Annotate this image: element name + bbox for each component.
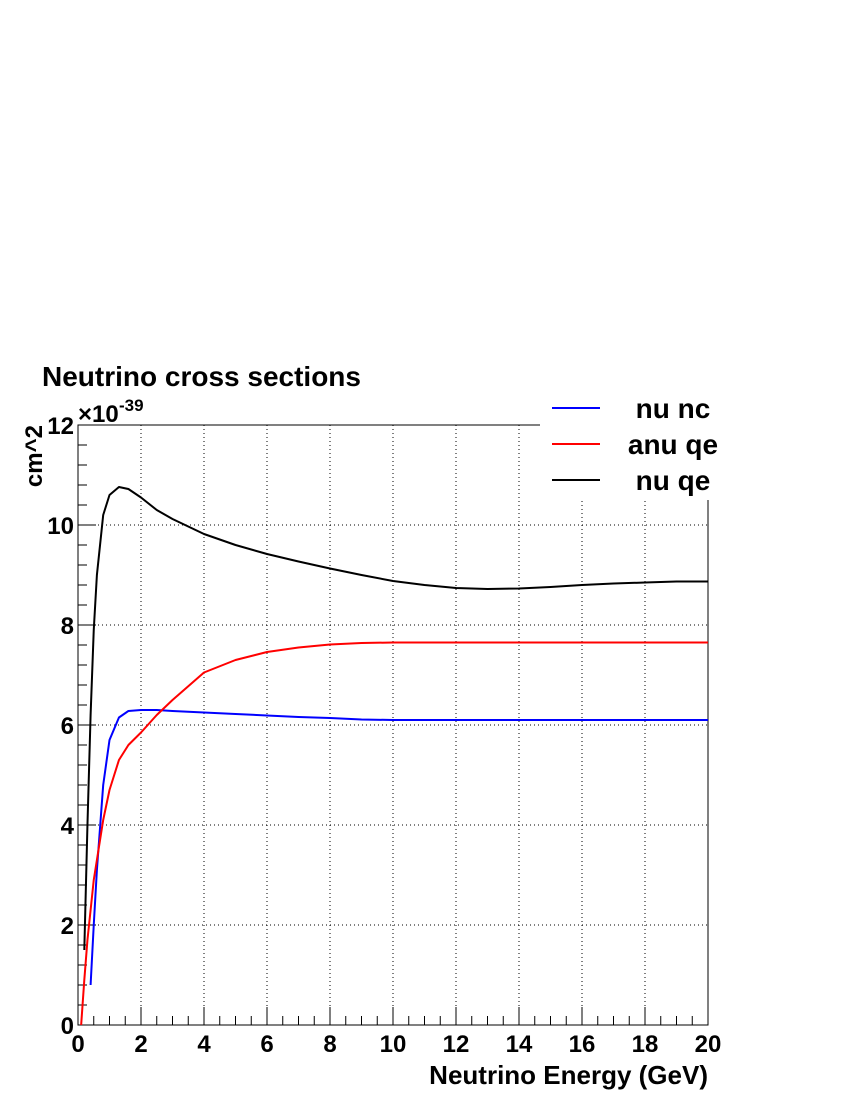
series-line xyxy=(89,709,708,986)
legend-label: nu qe xyxy=(636,465,711,496)
x-tick-label: 20 xyxy=(695,1031,722,1058)
x-axis-label: Neutrino Energy (GeV) xyxy=(429,1060,708,1090)
y-axis-label: cm^2 xyxy=(21,425,48,487)
x-tick-label: 8 xyxy=(323,1031,336,1058)
x-tick-label: 2 xyxy=(134,1031,147,1058)
plot-frame xyxy=(77,424,709,1026)
y-tick-label: 12 xyxy=(47,413,74,440)
legend-label: anu qe xyxy=(628,429,718,460)
y-exponent: -39 xyxy=(119,396,144,415)
x-tick-label: 16 xyxy=(569,1031,596,1058)
x-tick-label: 0 xyxy=(71,1031,84,1058)
y-tick-label: 6 xyxy=(61,713,74,740)
series-line xyxy=(80,641,708,1026)
x-tick-label: 12 xyxy=(443,1031,470,1058)
legend: nu nc anu qe nu qe xyxy=(540,390,722,500)
x-tick-label: 6 xyxy=(260,1031,273,1058)
series-line xyxy=(83,486,708,951)
legend-label: nu nc xyxy=(636,393,711,424)
x-tick-label: 14 xyxy=(506,1031,533,1058)
x-tick-label: 18 xyxy=(632,1031,659,1058)
y-tick-label: 2 xyxy=(61,913,74,940)
y-tick-label: 8 xyxy=(61,613,74,640)
x-tick-label: 4 xyxy=(197,1031,211,1058)
x-tick-label: 10 xyxy=(380,1031,407,1058)
chart-title: Neutrino cross sections xyxy=(42,361,361,392)
y-tick-label: 10 xyxy=(47,513,74,540)
plot-area: 0 2 4 6 8 10 12 14 16 18 20 0 2 4 6 8 10 12 xyxy=(47,413,721,1058)
y-tick-label: 0 xyxy=(61,1013,74,1040)
y-tick-label: 4 xyxy=(61,813,75,840)
y-multiplier: ×10 xyxy=(78,401,119,428)
